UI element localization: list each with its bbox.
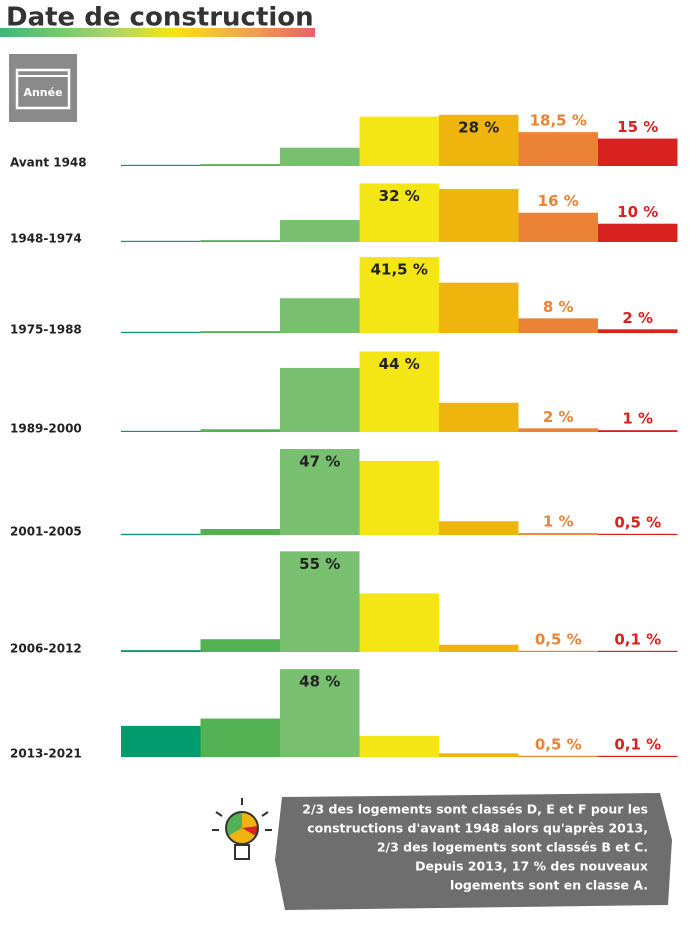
note-line: 2/3 des logements sont classés B et C.: [377, 840, 648, 855]
row-label: 2006-2012: [10, 642, 82, 656]
value-label: 0,5 %: [614, 513, 661, 531]
bar: [359, 460, 439, 535]
bar: [200, 639, 280, 652]
value-label: 8 %: [543, 298, 574, 316]
bar: [439, 644, 519, 652]
value-label: 48 %: [299, 673, 340, 691]
bar: [439, 114, 519, 166]
bar: [518, 428, 598, 432]
value-label: 41,5 %: [371, 261, 428, 279]
bar: [200, 240, 280, 242]
note-line: logements sont en classe A.: [450, 878, 648, 893]
chart: Avant 1948 28 % 18,5 % 15 % 1948-1974 32 % 16 …: [10, 112, 678, 761]
bar: [280, 551, 360, 652]
row-label: 1948-1974: [10, 232, 82, 246]
value-label: 1 %: [622, 410, 653, 428]
bar: [598, 138, 678, 166]
bar: [598, 650, 678, 652]
bar: [439, 188, 519, 242]
bar: [200, 528, 280, 535]
value-label: 0,1 %: [614, 630, 661, 648]
bar: [598, 533, 678, 535]
value-label: 15 %: [617, 118, 658, 136]
bar: [280, 220, 360, 242]
bar: [439, 753, 519, 757]
value-label: 44 %: [379, 355, 420, 373]
bar: [439, 521, 519, 535]
note-box: 2/3 des logements sont classés D, E et F…: [212, 793, 672, 910]
bar: [121, 240, 201, 242]
note-line: 2/3 des logements sont classés D, E et F…: [302, 802, 648, 817]
bar: [280, 298, 360, 333]
bar: [518, 533, 598, 535]
bar: [200, 331, 280, 333]
row-label: Avant 1948: [10, 156, 87, 170]
bar: [359, 735, 439, 757]
bar: [598, 755, 678, 757]
bar: [121, 331, 201, 333]
bulb-icon: [212, 798, 272, 860]
bar: [280, 669, 360, 757]
value-label: 28 %: [458, 118, 499, 136]
bar: [121, 650, 201, 652]
value-label: 32 %: [379, 187, 420, 205]
bar: [359, 593, 439, 652]
icon-label: Année: [23, 86, 62, 99]
value-label: 10 %: [617, 203, 658, 221]
bar: [598, 223, 678, 242]
note-line: constructions d'avant 1948 alors qu'aprè…: [307, 821, 648, 836]
bar: [121, 533, 201, 535]
bar: [200, 429, 280, 432]
note-line: Depuis 2013, 17 % des nouveaux: [415, 859, 648, 874]
calendar-icon: Année: [9, 54, 77, 122]
bar: [518, 212, 598, 242]
value-label: 2 %: [543, 408, 574, 426]
row-label: 1975-1988: [10, 323, 82, 337]
title-underline: [0, 28, 315, 37]
bar: [121, 725, 201, 757]
bar: [359, 257, 439, 333]
bar: [598, 430, 678, 432]
bar: [598, 329, 678, 333]
bar: [439, 402, 519, 432]
bar: [518, 132, 598, 166]
value-label: 55 %: [299, 555, 340, 573]
bar: [121, 430, 201, 432]
bar: [359, 183, 439, 242]
bar: [280, 448, 360, 535]
bar: [518, 318, 598, 333]
value-label: 16 %: [538, 192, 579, 210]
row-label: 2013-2021: [10, 747, 82, 761]
bar: [359, 351, 439, 432]
value-label: 0,5 %: [535, 630, 582, 648]
bar: [518, 650, 598, 652]
value-label: 47 %: [299, 452, 340, 470]
value-label: 0,5 %: [535, 735, 582, 753]
value-label: 18,5 %: [530, 112, 587, 130]
bar: [280, 147, 360, 166]
bar: [121, 164, 201, 166]
value-label: 2 %: [622, 309, 653, 327]
row-label: 2001-2005: [10, 525, 82, 539]
bar: [200, 718, 280, 757]
value-label: 0,1 %: [614, 735, 661, 753]
value-label: 1 %: [543, 513, 574, 531]
row-label: 1989-2000: [10, 422, 82, 436]
bar: [439, 282, 519, 333]
bar: [200, 164, 280, 166]
title: Date de construction: [6, 3, 314, 33]
bar: [518, 755, 598, 757]
bar: [359, 116, 439, 166]
bar: [280, 367, 360, 432]
